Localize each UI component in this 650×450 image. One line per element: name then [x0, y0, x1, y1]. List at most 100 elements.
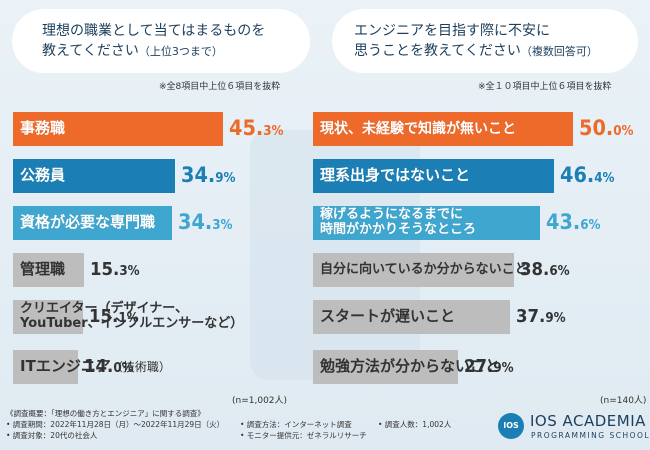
left-bar-value-5-unit: %	[121, 361, 134, 376]
left-bar-value-3-int: 15.	[90, 259, 120, 280]
right-question-line-1: エンジニアを目指す際に不安に	[354, 23, 550, 39]
right-bar-value-4: 37.9%	[516, 306, 566, 327]
left-bar-value-1-unit: %	[223, 171, 236, 186]
left-bar-label-2: 資格が必要な専門職	[20, 213, 156, 231]
left-bar-4	[13, 300, 83, 334]
logo-mark: IOS	[498, 413, 524, 439]
left-bar-value-4: 15.1%	[89, 306, 139, 327]
right-bar-value-4-dec: 9	[545, 311, 554, 326]
left-bar-1	[13, 159, 175, 193]
right-bar-label-5-line-0: 勉強方法が分からないこと	[320, 357, 501, 375]
left-bar-value-1-dec: 9	[215, 171, 224, 186]
footer-line-method: • 調査方法：インターネット調査	[240, 420, 352, 429]
right-bar-label-4-line-0: スタートが遅いこと	[320, 307, 456, 325]
right-bar-label-1-line-0: 理系出身ではないこと	[320, 166, 471, 184]
right-bar-2	[313, 206, 540, 240]
right-bar-5	[313, 350, 458, 384]
left-n-note: (n=1,002人)	[232, 396, 288, 406]
left-bar-value-3-unit: %	[127, 264, 140, 279]
left-question-line-2-text: 教えてください	[42, 43, 139, 59]
left-bar-label-5-sub: （技術職）	[110, 360, 171, 374]
left-bar-3	[13, 253, 84, 287]
right-bar-value-1-int: 46.	[560, 163, 595, 187]
footer-line-title: 《調査概要：「理想の働き方とエンジニア」に関する調査》	[6, 409, 205, 418]
right-question-line-2: 思うことを教えてください（複数回答可）	[354, 41, 638, 62]
right-bar-label-4: スタートが遅いこと	[320, 307, 456, 325]
right-bar-label-1: 理系出身ではないこと	[320, 166, 471, 184]
right-bar-3	[313, 253, 514, 287]
left-question-line-1: 理想の職業として当てはまるものを	[42, 23, 266, 39]
right-bar-1	[313, 159, 554, 193]
left-bar-value-1-int: 34.	[181, 163, 216, 187]
left-bar-value-3-dec: 3	[119, 264, 128, 279]
left-bar-label-2-line-0: 資格が必要な専門職	[20, 213, 156, 231]
right-bar-value-2: 43.6%	[546, 210, 601, 234]
left-bar-label-4: クリエイター（デザイナー、 YouTuber、インフルエンサーなど）	[20, 301, 244, 332]
logo-subtitle: PROGRAMMING SCHOOL	[531, 431, 650, 440]
left-bar-label-0-line-0: 事務職	[20, 119, 66, 137]
left-bar-value-2: 34.3%	[178, 210, 233, 234]
right-bar-value-0-int: 50.	[579, 116, 614, 140]
left-bar-value-0: 45.3%	[229, 116, 284, 140]
right-source-note: ※全１０項目中上位６項目を抜粋	[478, 82, 612, 92]
left-source-note: ※全8項目中上位６項目を抜粋	[159, 82, 281, 92]
right-n-note: (n=140人)	[600, 396, 647, 406]
footer-line-target: • 調査対象：20代の社会人	[6, 431, 98, 440]
footer-line-period: • 調査期間：2022年11月28日（月）〜2022年11月29日（火）	[6, 420, 225, 429]
right-bar-value-3: 38.6%	[520, 259, 570, 280]
right-bar-label-0: 現状、未経験で知識が無いこと	[320, 121, 516, 137]
left-question-line-2: 教えてください（上位3つまで）	[42, 41, 310, 62]
right-question-note: （複数回答可）	[520, 45, 598, 58]
left-question-box: 理想の職業として当てはまるものを 教えてください（上位3つまで）	[12, 9, 310, 73]
left-bar-label-4-line-1: YouTuber、インフルエンサーなど）	[20, 315, 244, 331]
left-bar-value-3: 15.3%	[90, 259, 140, 280]
left-question-note: （上位3つまで）	[138, 45, 223, 58]
right-bar-4	[313, 300, 510, 334]
logo-name: IOS ACADEMIA	[530, 412, 646, 430]
right-bar-value-5-unit: %	[501, 361, 514, 376]
left-bar-label-4-line-0: クリエイター（デザイナー、	[20, 301, 189, 316]
left-bar-value-5-int: 14.	[84, 356, 114, 377]
right-bar-value-2-unit: %	[588, 218, 601, 233]
right-bar-value-0-unit: %	[621, 124, 634, 139]
left-bar-5	[13, 350, 78, 384]
left-bar-value-2-unit: %	[220, 218, 233, 233]
right-bar-value-5-int: 27.	[464, 356, 494, 377]
right-bar-label-2: 稼げるようになるまでに 時間がかかりそうなところ	[320, 207, 476, 238]
left-bar-value-4-unit: %	[126, 311, 139, 326]
left-bar-label-5: ITエンジニア（技術職）	[20, 357, 171, 375]
right-bar-label-5: 勉強方法が分からないこと	[320, 357, 501, 375]
right-bar-value-1-unit: %	[602, 171, 615, 186]
left-bar-value-0-unit: %	[271, 124, 284, 139]
left-bar-value-4-dec: 1	[118, 311, 127, 326]
right-bar-value-3-dec: 6	[549, 264, 558, 279]
right-bar-label-3-line-0: 自分に向いているか分からないこと	[320, 262, 528, 277]
right-bar-value-5-dec: 9	[493, 361, 502, 376]
right-bar-value-2-dec: 6	[580, 218, 589, 233]
left-bar-label-3-line-0: 管理職	[20, 260, 66, 278]
left-bar-label-3: 管理職	[20, 260, 66, 278]
right-bar-value-1: 46.4%	[560, 163, 615, 187]
left-bar-value-0-dec: 3	[263, 124, 272, 139]
left-bar-value-5: 14.0%	[84, 356, 134, 377]
left-bar-label-0: 事務職	[20, 119, 66, 137]
right-bar-value-2-int: 43.	[546, 210, 581, 234]
right-question-line-2-text: 思うことを教えてください	[354, 43, 521, 59]
right-bar-label-2-line-0: 稼げるようになるまでに	[320, 207, 464, 222]
survey-footer: 《調査概要：「理想の働き方とエンジニア」に関する調査》 • 調査期間：2022年…	[0, 406, 650, 450]
right-bar-value-0: 50.0%	[579, 116, 634, 140]
left-bar-2	[13, 206, 172, 240]
left-bar-value-4-int: 15.	[89, 306, 119, 327]
footer-line-count: • 調査人数：1,002人	[378, 420, 452, 429]
right-bar-value-5: 27.9%	[464, 356, 514, 377]
right-bar-value-0-dec: 0	[613, 124, 622, 139]
left-bar-0	[13, 112, 223, 146]
right-bar-0	[313, 112, 573, 146]
right-bar-label-3: 自分に向いているか分からないこと	[320, 262, 528, 278]
right-bar-value-4-unit: %	[553, 311, 566, 326]
right-bar-value-4-int: 37.	[516, 306, 546, 327]
left-bar-value-2-dec: 3	[212, 218, 221, 233]
left-bar-value-1: 34.9%	[181, 163, 236, 187]
left-bar-label-1-line-0: 公務員	[20, 166, 66, 184]
